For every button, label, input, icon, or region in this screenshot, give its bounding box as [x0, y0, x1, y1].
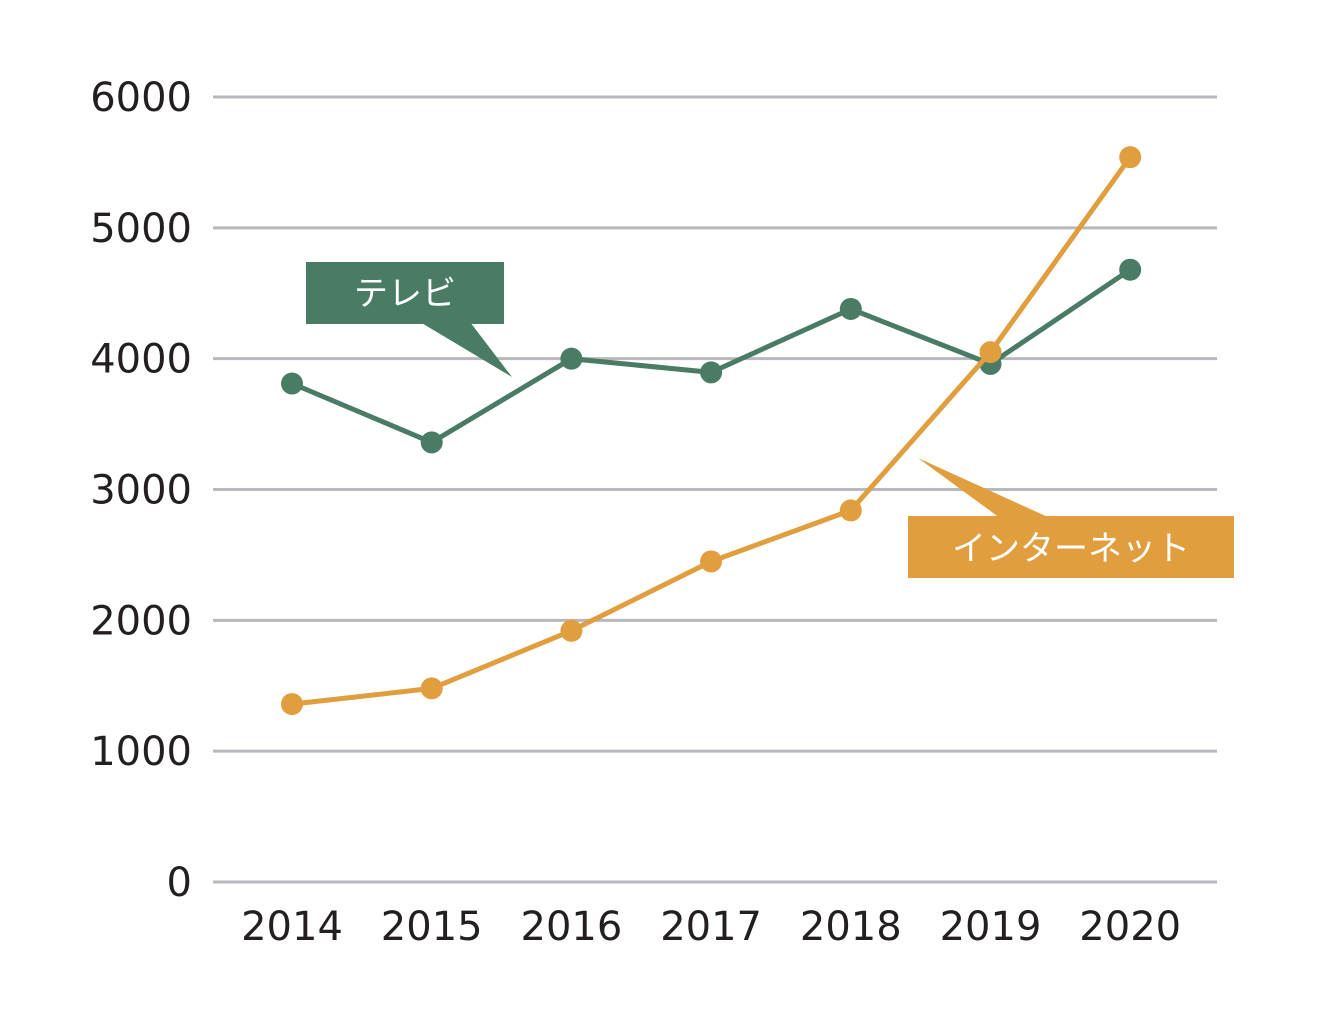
data-point: [839, 499, 862, 522]
data-point: [839, 297, 862, 320]
y-tick-label: 3000: [90, 468, 192, 514]
y-tick-label: 4000: [90, 337, 192, 383]
callout-internet-box: [908, 516, 1234, 578]
data-point: [560, 619, 583, 642]
grid-lines: [213, 95, 1217, 884]
data-point: [979, 341, 1002, 364]
callout-internet: インターネット: [908, 458, 1234, 578]
x-axis-ticks: 2014 2015 2016 2017 2018 2019 2020: [241, 904, 1181, 950]
callout-internet-pointer: [918, 458, 1050, 518]
callout-tv-box: [306, 262, 504, 324]
y-tick-label: 1000: [90, 729, 192, 775]
x-tick-label: 2016: [521, 904, 623, 950]
data-point: [420, 431, 443, 454]
y-tick-label: 0: [167, 860, 192, 906]
callout-tv-pointer: [420, 322, 512, 377]
series-line: [289, 154, 1133, 707]
data-point: [700, 361, 723, 384]
data-point: [281, 372, 303, 395]
x-tick-label: 2020: [1079, 904, 1181, 950]
x-tick-label: 2019: [940, 904, 1042, 950]
series-0: [281, 258, 1142, 454]
x-tick-label: 2018: [800, 904, 902, 950]
data-point: [700, 550, 723, 573]
callout-internet-label: インターネット: [952, 529, 1190, 569]
data-point: [281, 693, 303, 716]
x-tick-label: 2017: [660, 904, 762, 950]
x-tick-label: 2014: [241, 904, 343, 950]
y-axis-ticks: 0 1000 2000 3000 4000 5000 6000: [90, 75, 192, 906]
y-tick-label: 2000: [90, 598, 192, 644]
data-point: [420, 677, 443, 700]
x-tick-label: 2015: [381, 904, 483, 950]
data-point: [1119, 258, 1142, 281]
data-point: [1119, 146, 1142, 169]
data-point: [560, 347, 583, 370]
y-tick-label: 5000: [90, 206, 192, 252]
callout-tv-label: テレビ: [354, 274, 456, 314]
callout-tv: テレビ: [306, 262, 512, 377]
y-tick-label: 6000: [90, 75, 192, 121]
series-1: [281, 146, 1142, 716]
series-group: [281, 146, 1142, 716]
